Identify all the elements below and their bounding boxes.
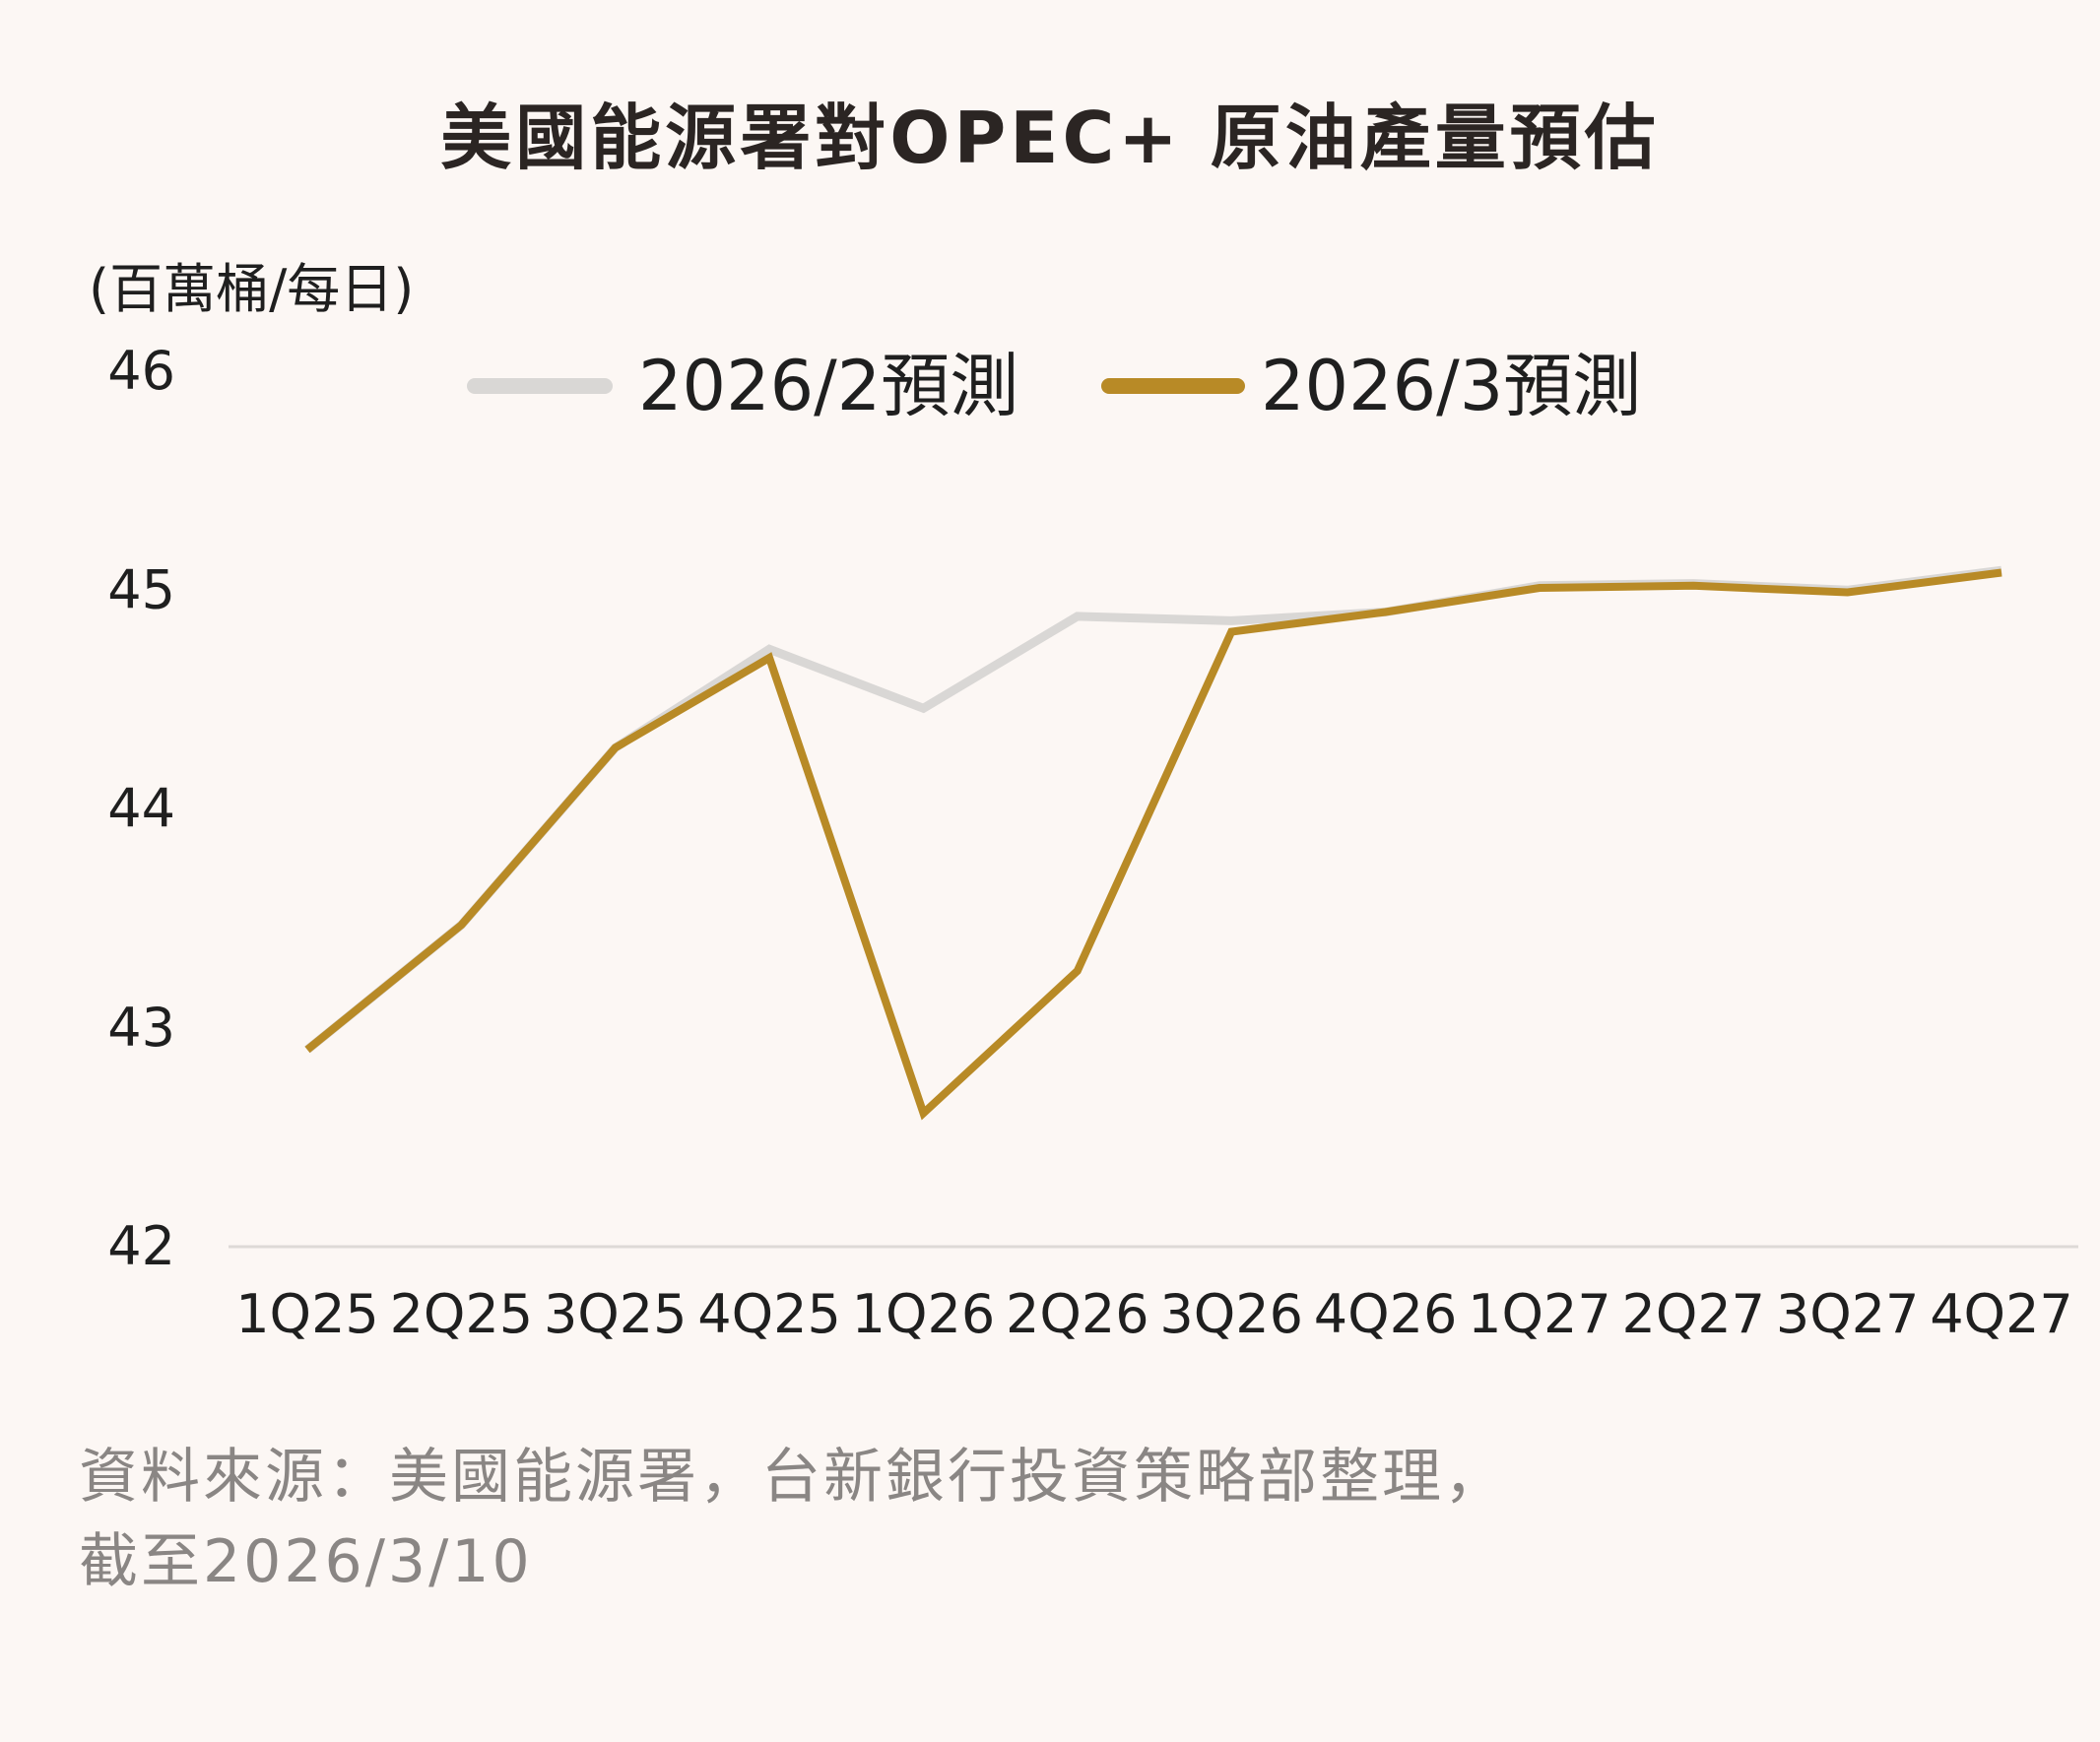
legend-label-series-1: 2026/2預測	[638, 346, 1018, 426]
x-tick-label: 3Q25	[544, 1283, 688, 1345]
chart-title: 美國能源署對OPEC+ 原油產量預估	[440, 97, 1659, 179]
x-tick-label: 1Q27	[1468, 1283, 1611, 1345]
x-tick-label: 3Q26	[1159, 1283, 1303, 1345]
legend: 2026/2預測 2026/3預測	[467, 346, 1641, 426]
x-tick-label: 4Q27	[1930, 1283, 2073, 1345]
legend-label-series-2: 2026/3預測	[1261, 346, 1641, 426]
y-tick-label: 46	[107, 340, 175, 402]
x-tick-label: 1Q25	[235, 1283, 379, 1345]
series-line-2	[304, 568, 2002, 1121]
y-tick-label: 44	[107, 778, 175, 840]
source-note-line-1: 資料來源：美國能源署，台新銀行投資策略部整理，	[79, 1443, 1506, 1512]
y-tick-label: 43	[107, 997, 175, 1059]
x-tick-label: 4Q25	[697, 1283, 841, 1345]
y-unit-label: (百萬桶/每日)	[89, 258, 414, 320]
x-tick-label: 1Q26	[852, 1283, 996, 1345]
x-tick-label: 2Q26	[1006, 1283, 1149, 1345]
x-tick-label: 2Q27	[1621, 1283, 1765, 1345]
x-axis-ticks: 1Q25 2Q25 3Q25 4Q25 1Q26 2Q26 3Q26 4Q26 1Q27 2Q27…	[235, 1283, 2073, 1345]
source-note-line-2: 截至2026/3/10	[79, 1527, 533, 1596]
y-axis-ticks: 42 43 44 45 46	[107, 340, 175, 1277]
x-tick-label: 2Q25	[390, 1283, 534, 1345]
series-layer	[304, 565, 2002, 1121]
y-tick-label: 45	[107, 558, 175, 620]
x-tick-label: 3Q27	[1776, 1283, 1920, 1345]
y-tick-label: 42	[107, 1215, 175, 1277]
x-tick-label: 4Q26	[1314, 1283, 1458, 1345]
